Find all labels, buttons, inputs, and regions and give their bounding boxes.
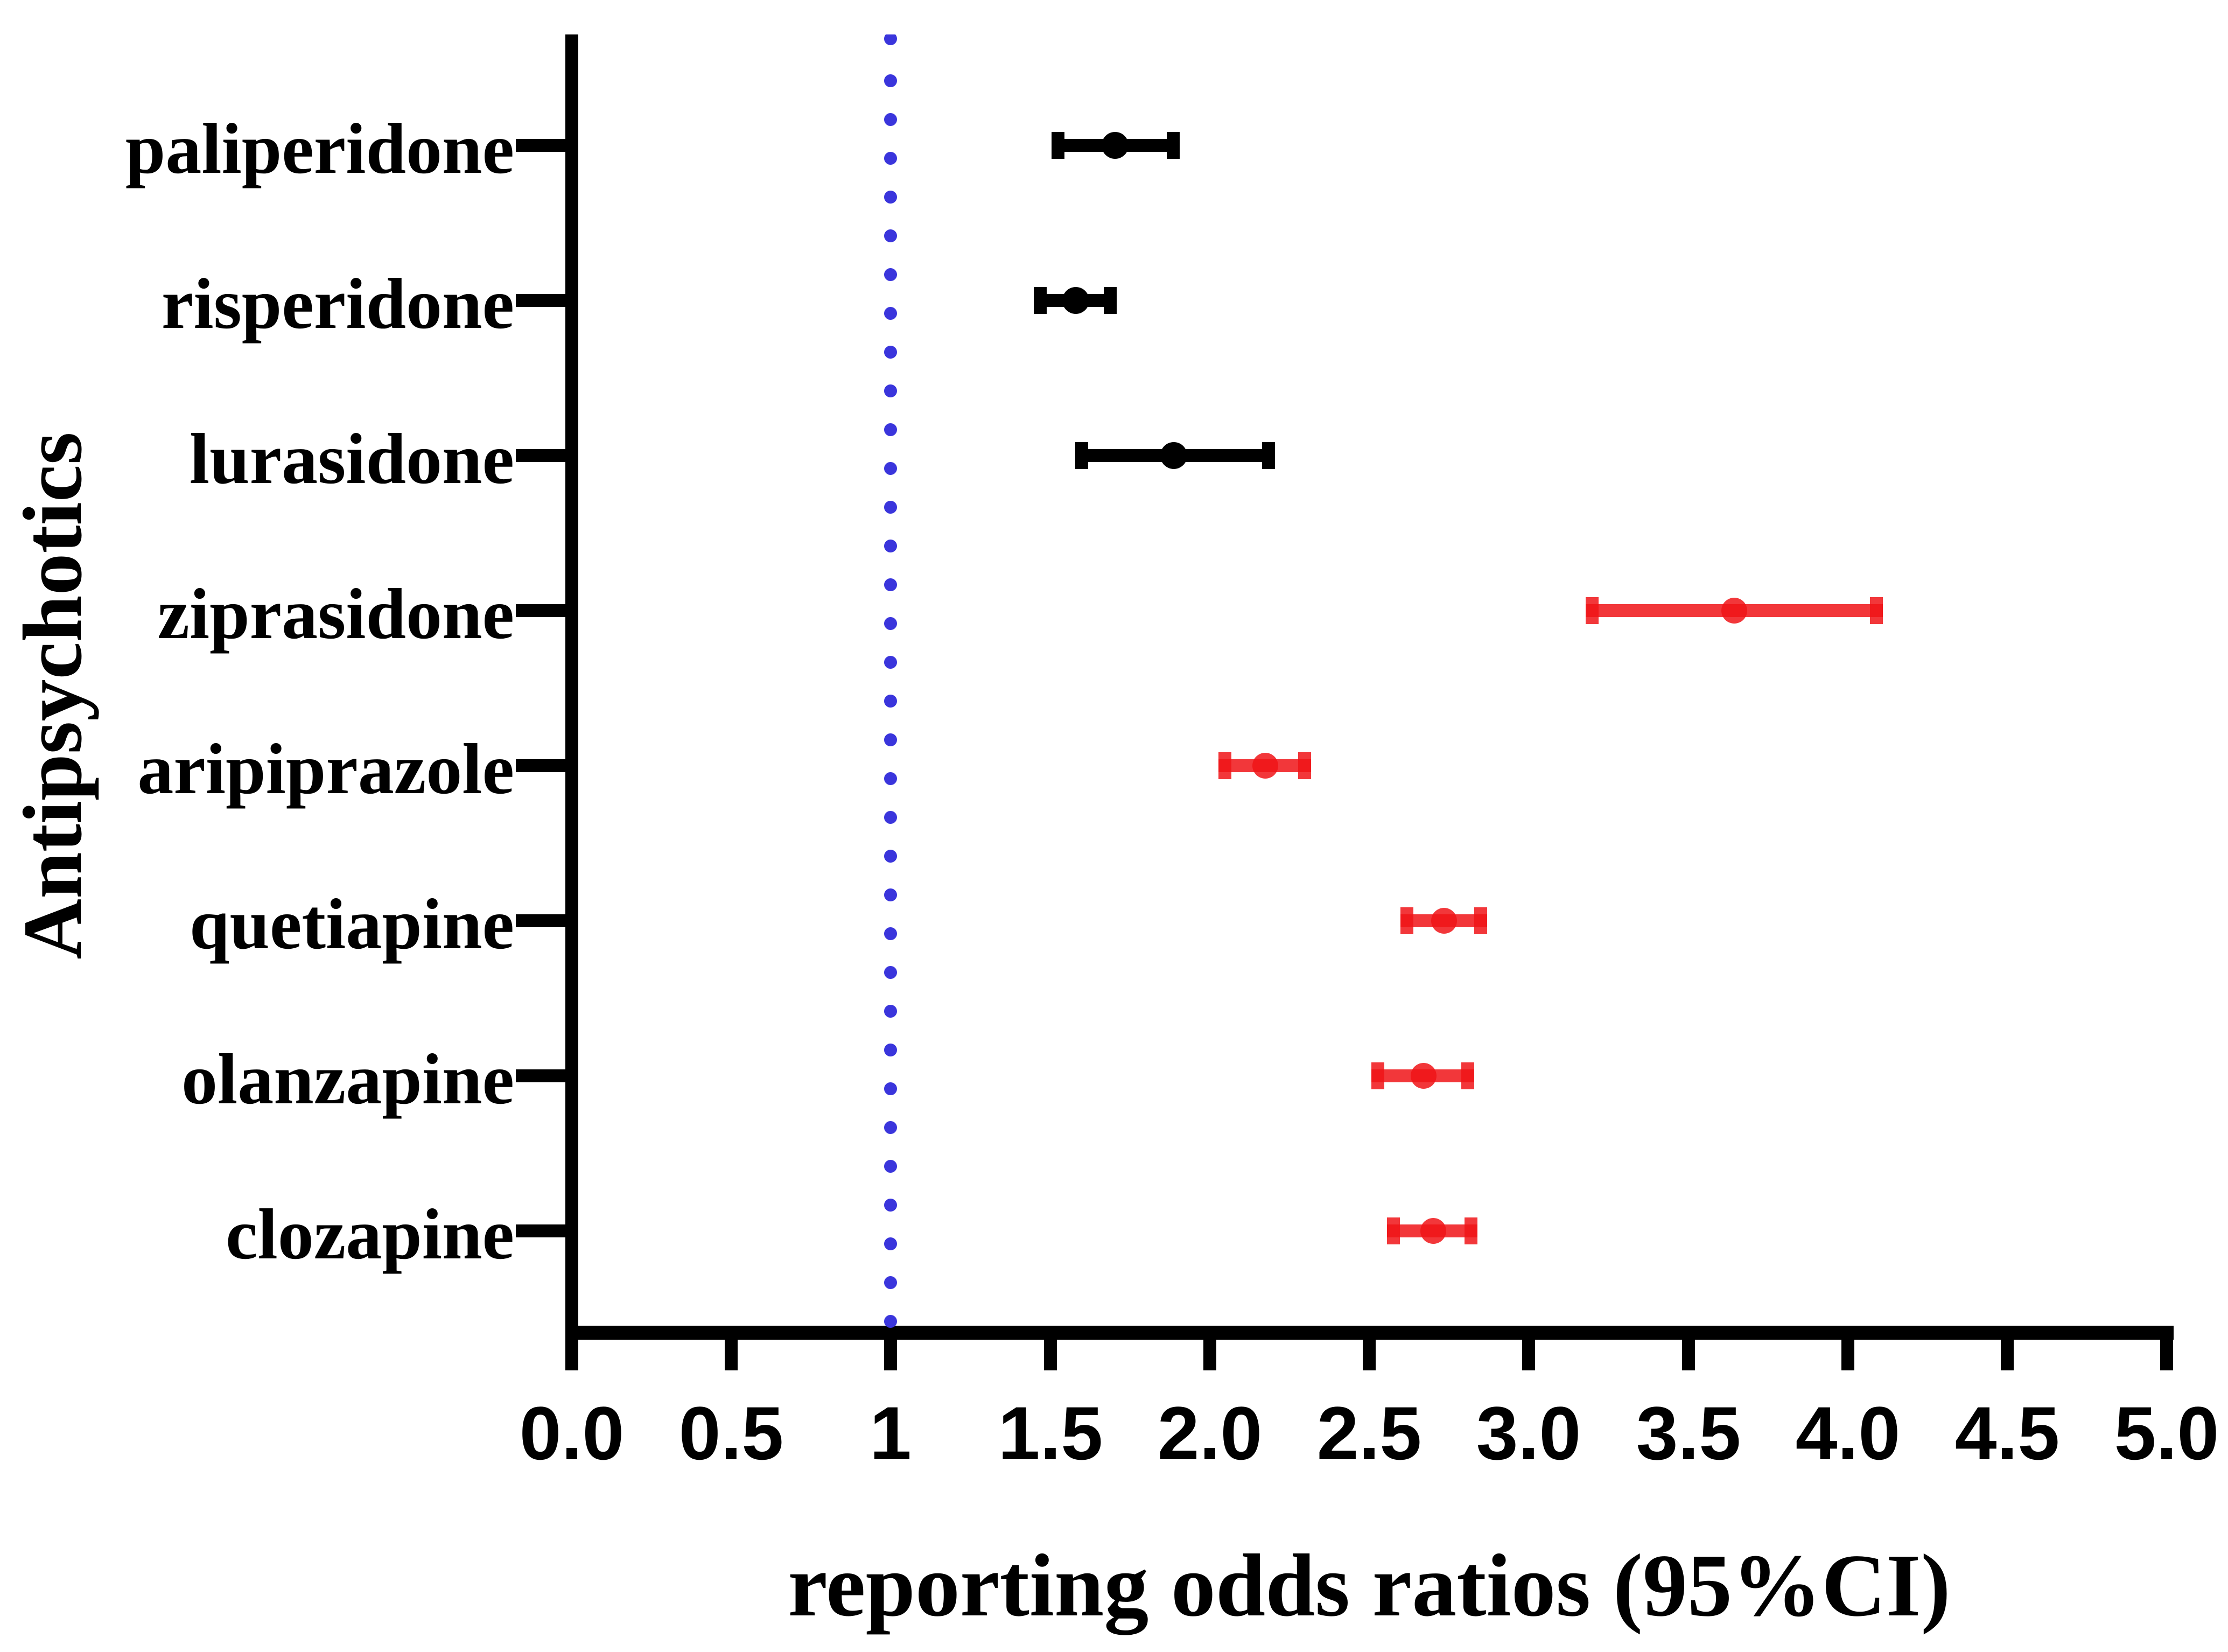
svg-text:1.5: 1.5: [998, 1391, 1103, 1475]
svg-text:quetiapine: quetiapine: [190, 884, 514, 964]
svg-text:4.0: 4.0: [1796, 1391, 1901, 1475]
svg-text:lurasidone: lurasidone: [190, 419, 514, 499]
svg-text:reporting odds ratios (95%CI): reporting odds ratios (95%CI): [788, 1536, 1951, 1635]
svg-text:olanzapine: olanzapine: [181, 1039, 514, 1119]
svg-text:aripiprazole: aripiprazole: [137, 729, 514, 809]
svg-text:5.0: 5.0: [2114, 1391, 2219, 1475]
svg-text:2.0: 2.0: [1158, 1391, 1263, 1475]
svg-text:paliperidone: paliperidone: [125, 109, 514, 188]
svg-text:ziprasidone: ziprasidone: [157, 574, 514, 654]
svg-text:0.0: 0.0: [520, 1391, 625, 1475]
svg-text:2.5: 2.5: [1317, 1391, 1422, 1475]
svg-text:0.5: 0.5: [679, 1391, 784, 1475]
svg-text:1: 1: [870, 1391, 912, 1475]
svg-text:Antipsychotics: Antipsychotics: [6, 432, 99, 959]
svg-text:4.5: 4.5: [1955, 1391, 2060, 1475]
svg-text:3.0: 3.0: [1476, 1391, 1581, 1475]
svg-text:clozapine: clozapine: [226, 1194, 514, 1274]
svg-text:risperidone: risperidone: [162, 264, 514, 344]
svg-text:3.5: 3.5: [1636, 1391, 1741, 1475]
